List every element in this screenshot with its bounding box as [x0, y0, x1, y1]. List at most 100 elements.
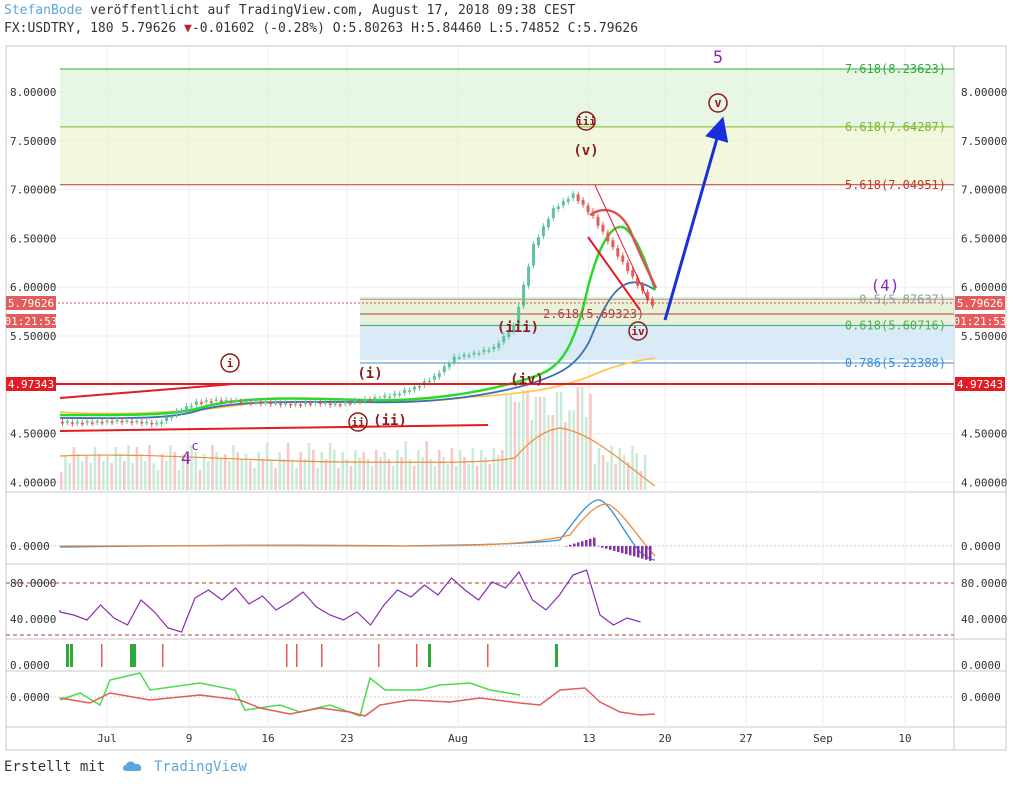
candle-body — [209, 401, 213, 403]
y-tick-label: 4.00000 — [10, 476, 56, 489]
y-tick-label: 0.0000 — [961, 691, 1001, 704]
volume-bar — [358, 457, 361, 490]
macd-hist — [593, 537, 596, 547]
volume-bar — [270, 461, 273, 490]
fib-zone — [60, 126, 954, 185]
y-tick-label: 4.50000 — [10, 428, 56, 441]
volume-bar — [450, 448, 454, 490]
wave-label: iii — [576, 115, 596, 128]
volume-bar — [522, 390, 525, 490]
fib-label: 7.618(8.23623) — [845, 62, 946, 76]
volume-bar — [601, 455, 605, 490]
x-tick-label: Sep — [813, 732, 833, 745]
volume-bar — [543, 397, 546, 490]
candle-body — [522, 284, 526, 306]
candle-body — [224, 399, 228, 402]
candle-body — [571, 193, 575, 199]
tradingview-link[interactable]: TradingView — [154, 759, 247, 775]
volume-bar — [534, 397, 538, 490]
candle-body — [239, 401, 243, 403]
y-tick-label: 8.00000 — [961, 86, 1007, 99]
volume-bar — [198, 470, 202, 490]
candle-body — [363, 398, 367, 401]
candle-body — [100, 421, 104, 424]
volume-bar — [349, 466, 353, 490]
y-tick-label: 40.0000 — [10, 613, 56, 626]
trendline — [59, 383, 235, 399]
x-tick-label: 16 — [261, 732, 274, 745]
low-value: 5.74852 — [505, 21, 560, 36]
author-link[interactable]: StefanBode — [4, 3, 83, 18]
volume-bar — [555, 392, 559, 490]
candle-body — [75, 421, 79, 424]
volume-bar — [253, 468, 256, 490]
volume-bar — [572, 410, 575, 490]
candle-body — [140, 421, 144, 424]
macd-hist — [573, 543, 576, 547]
symbol[interactable]: FX:USDTRY — [4, 21, 75, 36]
volume-bar — [282, 459, 286, 490]
y-tick-label: 80.0000 — [961, 577, 1007, 590]
volume-bar — [597, 448, 601, 490]
volume-bar — [551, 415, 554, 490]
chart-area[interactable]: 5 (v) v iii (4) iv i (i) ii (ii) (iii) (iv) 4c 7.618… — [0, 40, 1013, 756]
volume-bar — [433, 466, 437, 490]
volume-bar — [610, 446, 613, 490]
ma-blue — [59, 281, 656, 420]
volume-bar — [131, 463, 134, 490]
candle-body — [581, 200, 585, 205]
candle-body — [279, 403, 283, 405]
wave-label: (iii) — [497, 320, 539, 336]
volume-bar — [177, 470, 181, 490]
y-tick-label: 4.00000 — [961, 476, 1007, 489]
candle-body — [432, 376, 436, 380]
interval: 180 — [90, 21, 114, 36]
volume-bar — [442, 457, 445, 490]
last-price: 5.79626 — [121, 21, 177, 36]
candle-body — [244, 400, 248, 403]
volume-bar — [186, 461, 189, 490]
volume-bar — [324, 459, 328, 490]
volume-bar — [614, 464, 617, 490]
wave-label: i — [227, 357, 234, 370]
volume-bar — [160, 454, 164, 490]
ma-green — [59, 225, 657, 417]
candle-body — [130, 421, 134, 423]
macd-hist — [597, 546, 600, 547]
x-tick-label: 27 — [739, 732, 752, 745]
volume-bar — [454, 466, 458, 490]
volume-bar — [165, 461, 168, 490]
y-tick-label: 7.00000 — [10, 184, 56, 197]
volume-bar — [375, 450, 378, 490]
candle-body — [298, 404, 302, 406]
candle-body — [646, 292, 650, 301]
signal-pane — [66, 644, 558, 667]
candle-body — [120, 420, 124, 423]
volume-bar — [362, 452, 365, 490]
volume-bar — [286, 443, 290, 490]
volume-bar — [400, 457, 403, 490]
high-value: 5.84460 — [426, 21, 482, 36]
volume-bar — [538, 397, 542, 490]
osc-line-red — [59, 687, 656, 717]
volume-bar — [618, 448, 622, 490]
candle-body — [303, 402, 307, 404]
volume-bar — [517, 402, 521, 490]
signal-bar — [321, 644, 323, 667]
candle-body — [234, 400, 238, 402]
candle-body — [467, 355, 471, 358]
trendline — [59, 424, 489, 432]
volume-bar — [148, 445, 151, 490]
candle-body — [105, 420, 109, 422]
volume-bar — [513, 402, 517, 490]
volume-ma — [59, 427, 656, 487]
volume-bar — [110, 463, 113, 490]
candle-body — [95, 420, 99, 423]
volume-bar — [240, 459, 244, 490]
high-label: H: — [411, 21, 427, 36]
symbol-line: FX:USDTRY, 180 5.79626 ▼-0.01602 (-0.28%… — [4, 21, 639, 36]
candle-body — [343, 401, 347, 404]
volume-bar — [265, 443, 269, 490]
wave-circle — [348, 412, 368, 432]
candle-body — [80, 422, 84, 425]
